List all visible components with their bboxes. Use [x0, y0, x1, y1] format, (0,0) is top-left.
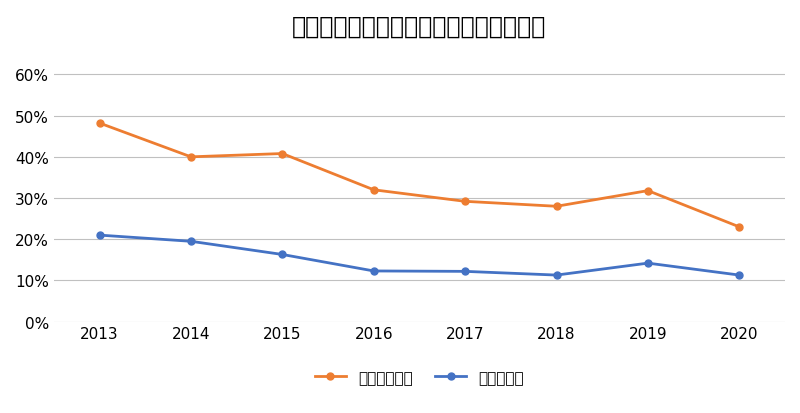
- 新規ユーザー: [369, 188, 378, 193]
- 新規ユーザー: [460, 199, 470, 204]
- リピーター: [278, 252, 287, 257]
- 新規ユーザー: [552, 204, 562, 209]
- Line: 新規ユーザー: 新規ユーザー: [96, 120, 742, 231]
- リピーター: [643, 261, 653, 266]
- Line: リピーター: リピーター: [96, 232, 742, 279]
- Title: 新規ユーザーとリピーターの平均開封率: 新規ユーザーとリピーターの平均開封率: [292, 15, 546, 39]
- リピーター: [369, 269, 378, 274]
- 新規ユーザー: [186, 155, 196, 160]
- リピーター: [186, 239, 196, 244]
- 新規ユーザー: [734, 225, 744, 230]
- 新規ユーザー: [278, 152, 287, 157]
- リピーター: [94, 233, 104, 238]
- リピーター: [552, 273, 562, 278]
- リピーター: [734, 273, 744, 278]
- 新規ユーザー: [643, 189, 653, 194]
- 新規ユーザー: [94, 121, 104, 126]
- リピーター: [460, 269, 470, 274]
- Legend: 新規ユーザー, リピーター: 新規ユーザー, リピーター: [309, 364, 530, 392]
